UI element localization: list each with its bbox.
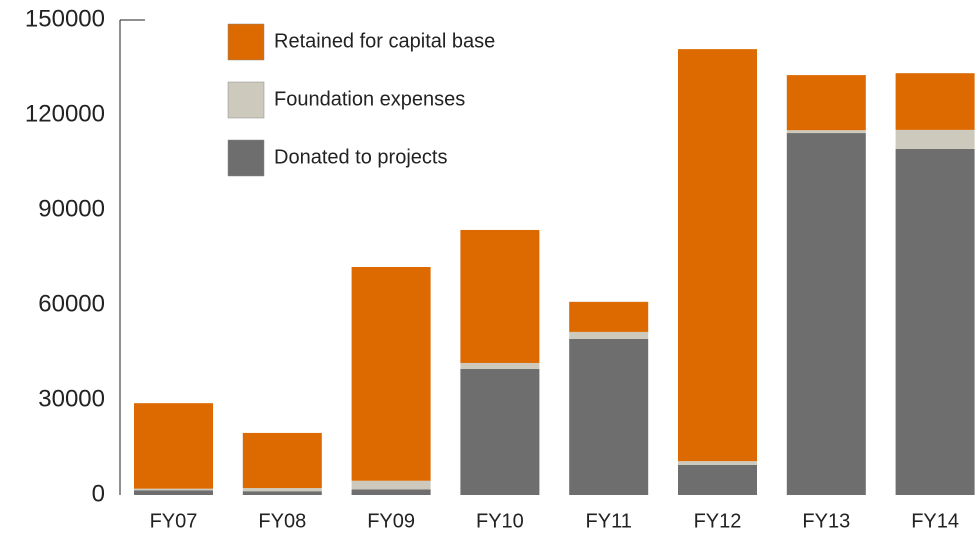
- bar-segment: [569, 331, 649, 339]
- legend-label: Foundation expenses: [274, 88, 465, 110]
- y-tick-label: 150000: [25, 5, 105, 32]
- bar-segment: [242, 432, 322, 489]
- bar-segment: [786, 133, 866, 496]
- x-tick-label: FY14: [911, 510, 959, 532]
- x-tick-label: FY10: [476, 510, 524, 532]
- bar-segment: [460, 368, 540, 495]
- bar-segment: [134, 488, 213, 491]
- y-tick-label: 30000: [38, 385, 105, 412]
- legend-swatch: [227, 81, 265, 119]
- x-tick-label: FY09: [367, 510, 415, 532]
- bar-segment: [242, 491, 322, 495]
- bar-segment: [134, 490, 213, 495]
- bar-segment: [569, 338, 649, 495]
- bar-segment: [895, 73, 975, 130]
- bar-segment: [134, 403, 213, 489]
- x-tick-label: FY07: [150, 510, 198, 532]
- bar-segment: [786, 75, 866, 131]
- bar-segment: [678, 464, 757, 495]
- bar-segment: [460, 229, 540, 363]
- x-tick-label: FY08: [258, 510, 306, 532]
- x-tick-label: FY13: [802, 510, 850, 532]
- legend-swatch: [227, 23, 265, 61]
- bar-segment: [678, 49, 757, 462]
- bar-segment: [895, 129, 975, 149]
- bar-segment: [569, 301, 649, 332]
- legend-swatch: [227, 139, 265, 177]
- bar-segment: [242, 488, 322, 492]
- bar-segment: [895, 148, 975, 495]
- x-tick-label: FY11: [586, 510, 632, 532]
- legend-label: Donated to projects: [274, 146, 447, 168]
- bar-segment: [351, 480, 431, 490]
- y-tick-label: 0: [92, 480, 105, 507]
- y-tick-label: 90000: [38, 195, 105, 222]
- bar-segment: [678, 461, 757, 465]
- legend-label: Retained for capital base: [274, 30, 495, 52]
- bar-segment: [351, 489, 431, 495]
- x-tick-label: FY12: [694, 510, 742, 532]
- bar-segment: [786, 130, 866, 134]
- bar-segment: [460, 362, 540, 369]
- y-tick-label: 120000: [25, 100, 105, 127]
- bar-segment: [351, 267, 431, 481]
- y-tick-label: 60000: [38, 290, 105, 317]
